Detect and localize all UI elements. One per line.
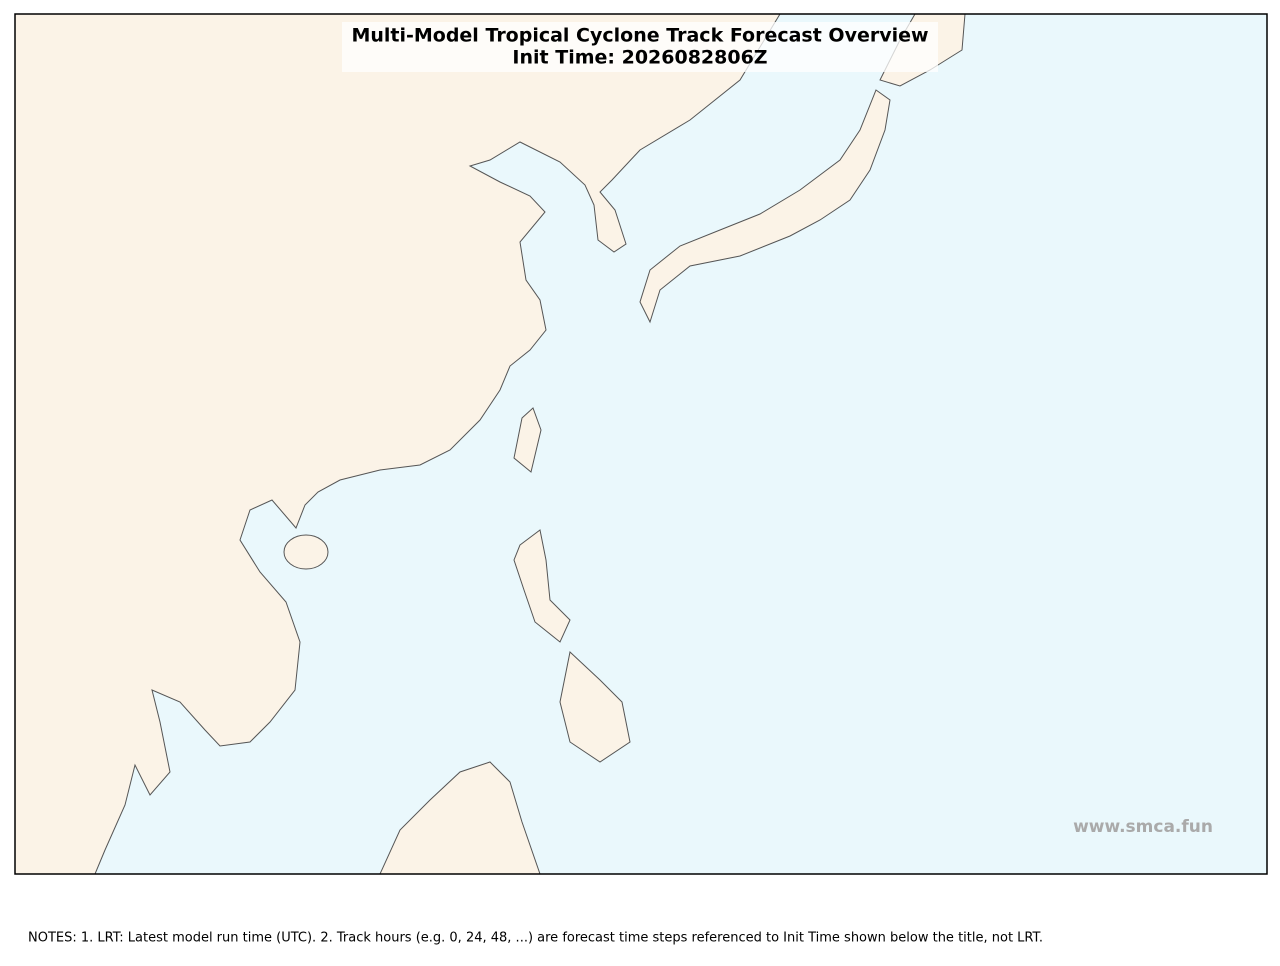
watermark: www.smca.fun bbox=[1073, 817, 1213, 837]
title-box bbox=[342, 22, 938, 72]
title: Multi-Model Tropical Cyclone Track Forec… bbox=[351, 25, 928, 47]
mainland bbox=[15, 14, 781, 874]
mindanao bbox=[559, 651, 631, 763]
map-frame bbox=[14, 13, 1268, 875]
borneo bbox=[379, 761, 541, 874]
japan bbox=[639, 89, 891, 324]
luzon bbox=[513, 529, 571, 643]
map-base bbox=[15, 14, 1267, 874]
notes: NOTES: 1. LRT: Latest model run time (UT… bbox=[28, 931, 1043, 946]
taiwan bbox=[513, 407, 542, 473]
hainan bbox=[283, 534, 329, 570]
subtitle: Init Time: 2026082806Z bbox=[512, 47, 767, 69]
